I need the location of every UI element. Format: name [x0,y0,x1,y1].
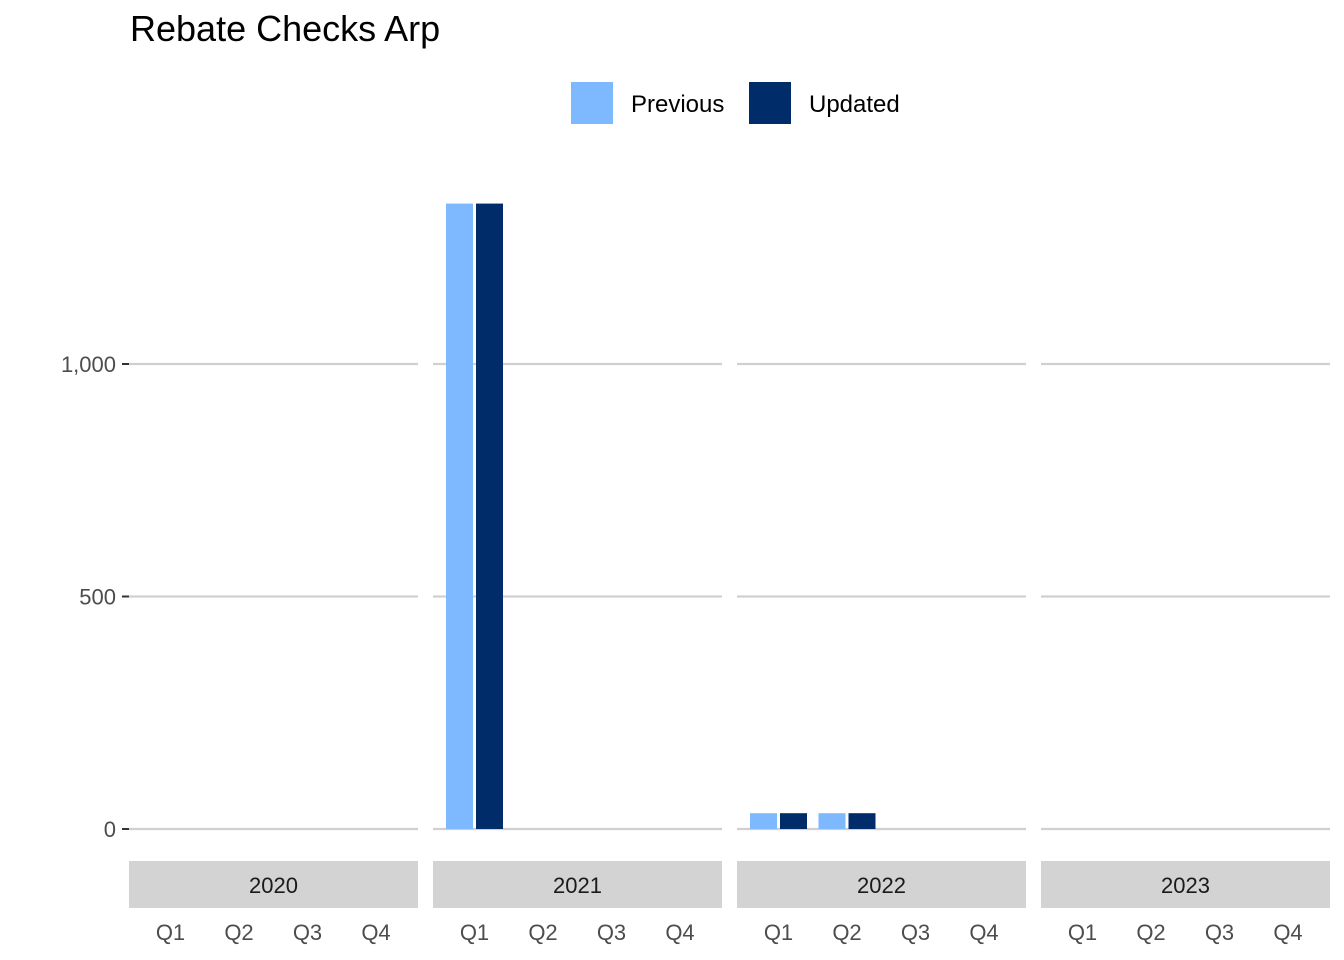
bar-previous-2022-q1 [750,813,777,829]
x-tick-label: Q2 [528,920,557,945]
bar-previous-2021-q1 [446,203,473,829]
x-tick-label: Q1 [1068,920,1097,945]
x-tick-label: Q3 [1205,920,1234,945]
x-tick-label: Q2 [832,920,861,945]
legend-swatch-previous [571,82,613,124]
x-tick-label: Q4 [1273,920,1302,945]
x-tick-label: Q3 [293,920,322,945]
x-tick-label: Q4 [665,920,694,945]
y-tick-label: 0 [104,817,116,842]
bar-updated-2022-q2 [848,813,876,829]
chart-title: Rebate Checks Arp [130,8,441,49]
y-tick-label: 1,000 [61,352,116,377]
x-tick-label: Q2 [1136,920,1165,945]
legend-swatch-updated [749,82,791,124]
facet-strip-label: 2021 [553,873,602,898]
x-tick-label: Q1 [156,920,185,945]
x-tick-label: Q2 [224,920,253,945]
facet-strip-label: 2023 [1161,873,1210,898]
legend-label-previous: Previous [631,91,725,118]
facet-strip-label: 2022 [857,873,906,898]
facet-strip-2023 [1041,861,1330,908]
facet-strip-2020 [129,861,418,908]
bar-updated-2021-q1 [476,203,503,829]
bar-updated-2022-q1 [780,813,807,829]
legend-label-updated: Updated [809,91,900,118]
facet-strip-label: 2020 [249,873,298,898]
facet-strip-2022 [737,861,1026,908]
facet-strip-2021 [433,861,722,908]
x-tick-label: Q4 [361,920,390,945]
x-tick-label: Q3 [901,920,930,945]
y-tick-label: 500 [79,585,116,610]
x-tick-label: Q1 [460,920,489,945]
x-tick-label: Q3 [597,920,626,945]
x-tick-label: Q4 [969,920,998,945]
bar-previous-2022-q2 [818,813,846,829]
x-tick-label: Q1 [764,920,793,945]
